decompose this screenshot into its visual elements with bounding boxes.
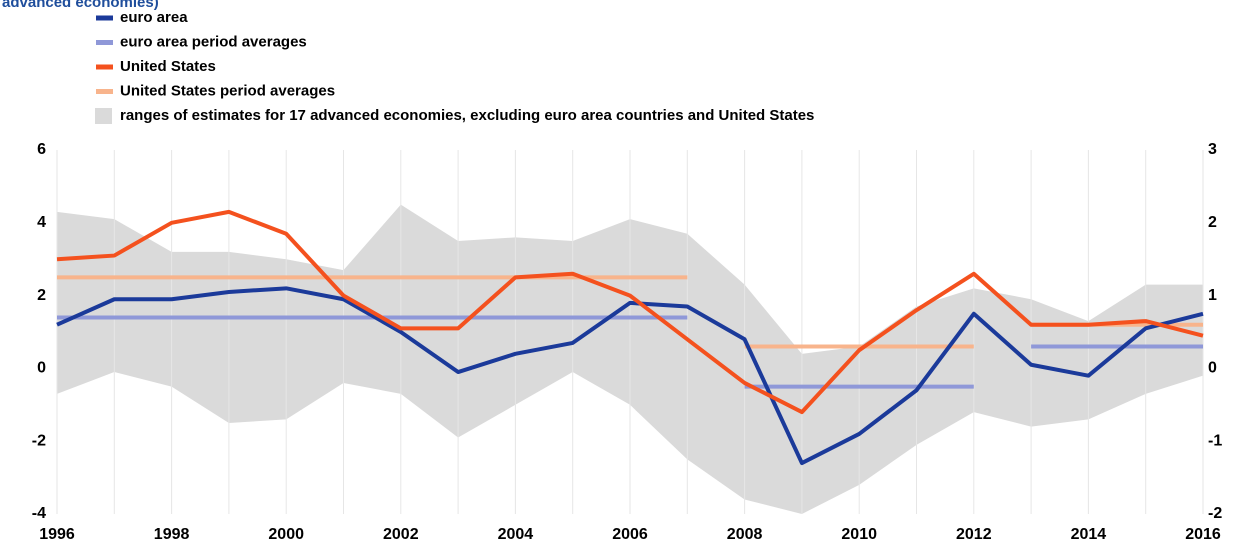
- x-tick-label: 2014: [1071, 526, 1107, 543]
- series-line: [56, 209, 1204, 415]
- x-tick-label: 1996: [39, 526, 75, 543]
- y2-tick-label: 1: [1208, 287, 1217, 304]
- y-tick-label: 0: [37, 360, 46, 377]
- y2-tick-label: -2: [1208, 505, 1222, 522]
- legend-marker: [95, 108, 112, 124]
- y2-tick-label: -1: [1208, 432, 1222, 449]
- y2-tick-label: 0: [1208, 360, 1217, 377]
- chart-subtitle: advanced economies): [2, 0, 159, 11]
- y-tick-label: 4: [37, 214, 46, 231]
- x-tick-label: 2002: [383, 526, 419, 543]
- y-tick-label: -2: [32, 432, 46, 449]
- series-line: [56, 286, 1204, 466]
- x-tick-label: 2000: [268, 526, 304, 543]
- x-tick-label: 2004: [498, 526, 534, 543]
- y2-tick-label: 2: [1208, 214, 1217, 231]
- y-tick-label: -4: [32, 505, 46, 522]
- legend-label: ranges of estimates for 17 advanced econ…: [120, 107, 814, 124]
- x-tick-label: 1998: [154, 526, 190, 543]
- y-tick-label: 6: [37, 141, 46, 158]
- x-tick-label: 2012: [956, 526, 992, 543]
- x-tick-label: 2006: [612, 526, 648, 543]
- x-tick-label: 2008: [727, 526, 763, 543]
- legend-label: euro area period averages: [120, 33, 307, 50]
- y2-tick-label: 3: [1208, 141, 1217, 158]
- x-tick-label: 2016: [1185, 526, 1221, 543]
- legend-label: United States: [120, 58, 216, 75]
- legend-label: United States period averages: [120, 82, 335, 99]
- legend-label: euro area: [120, 9, 188, 26]
- x-tick-label: 2010: [841, 526, 877, 543]
- y-tick-label: 2: [37, 287, 46, 304]
